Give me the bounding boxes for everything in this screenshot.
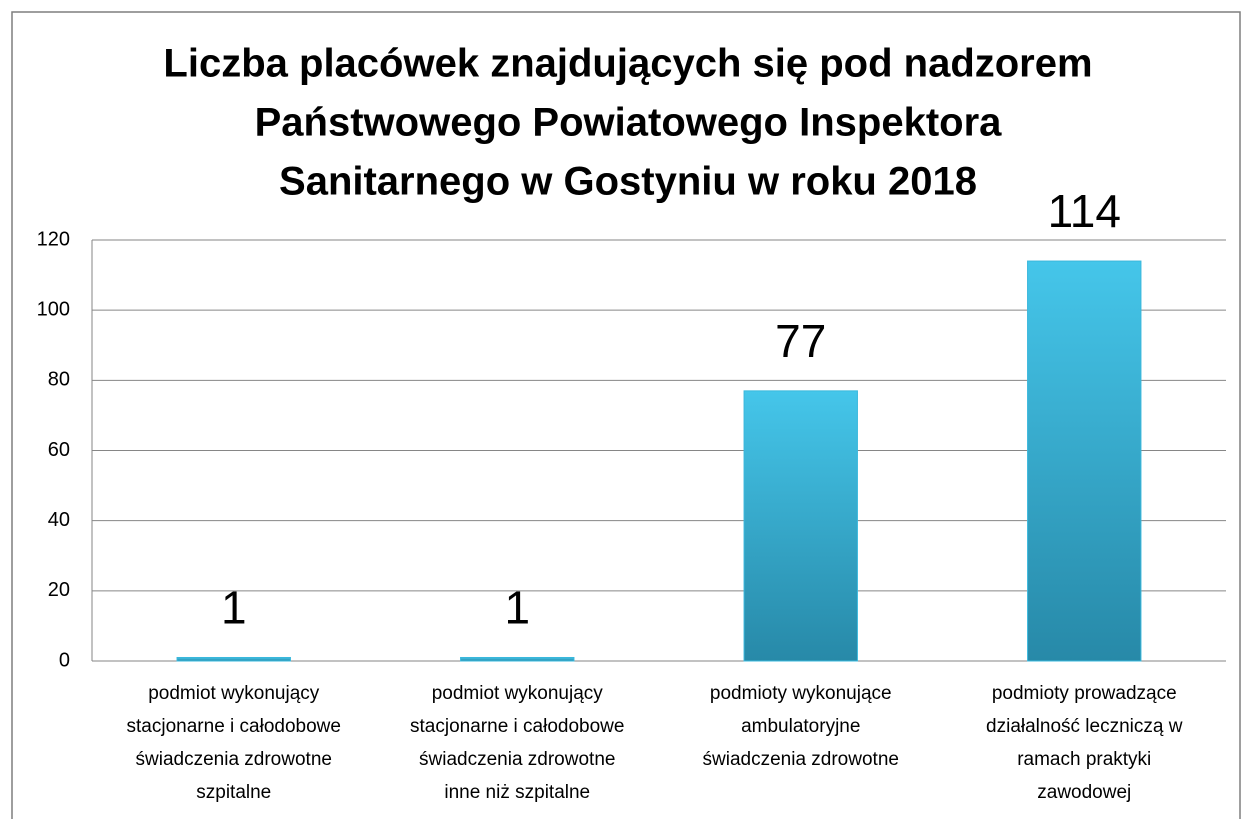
x-tick-label: świadczenia zdrowotne [419,749,615,770]
y-tick-label: 80 [48,369,70,391]
value-label: 1 [504,582,530,634]
x-tick-label: podmiot wykonujący [148,683,320,704]
y-tick-label: 100 [37,298,70,320]
x-tick-label: świadczenia zdrowotne [136,749,332,770]
x-tick-label: podmioty prowadzące [992,683,1177,704]
x-tick-label: działalność leczniczą w [986,716,1183,737]
x-tick-label: stacjonarne i całodobowe [410,716,624,737]
x-tick-label: świadczenia zdrowotne [703,749,899,770]
x-tick-label: podmioty wykonujące [710,683,892,704]
y-tick-label: 0 [59,649,70,671]
y-tick-label: 60 [48,439,70,461]
chart-title: Państwowego Powiatowego Inspektora [255,101,1003,145]
value-label: 1 [221,582,247,634]
bar [1027,260,1142,662]
x-tick-label: ambulatoryjne [741,716,860,737]
chart-title: Liczba placówek znajdujących się pod nad… [163,42,1092,86]
value-label: 114 [1048,185,1121,237]
x-tick-label: inne niż szpitalne [444,782,590,803]
y-tick-label: 20 [48,579,70,601]
x-tick-label: szpitalne [196,782,271,803]
y-tick-label: 40 [48,509,70,531]
y-tick-label: 120 [37,228,70,250]
x-tick-label: zawodowej [1037,782,1131,803]
value-label: 77 [775,315,826,367]
x-tick-label: podmiot wykonujący [432,683,604,704]
bar [743,390,858,662]
bar [176,656,291,662]
chart-border [11,11,1241,819]
x-tick-label: ramach praktyki [1017,749,1151,770]
chart-title: Sanitarnego w Gostyniu w roku 2018 [279,160,977,204]
bar [460,656,575,662]
x-tick-label: stacjonarne i całodobowe [127,716,341,737]
